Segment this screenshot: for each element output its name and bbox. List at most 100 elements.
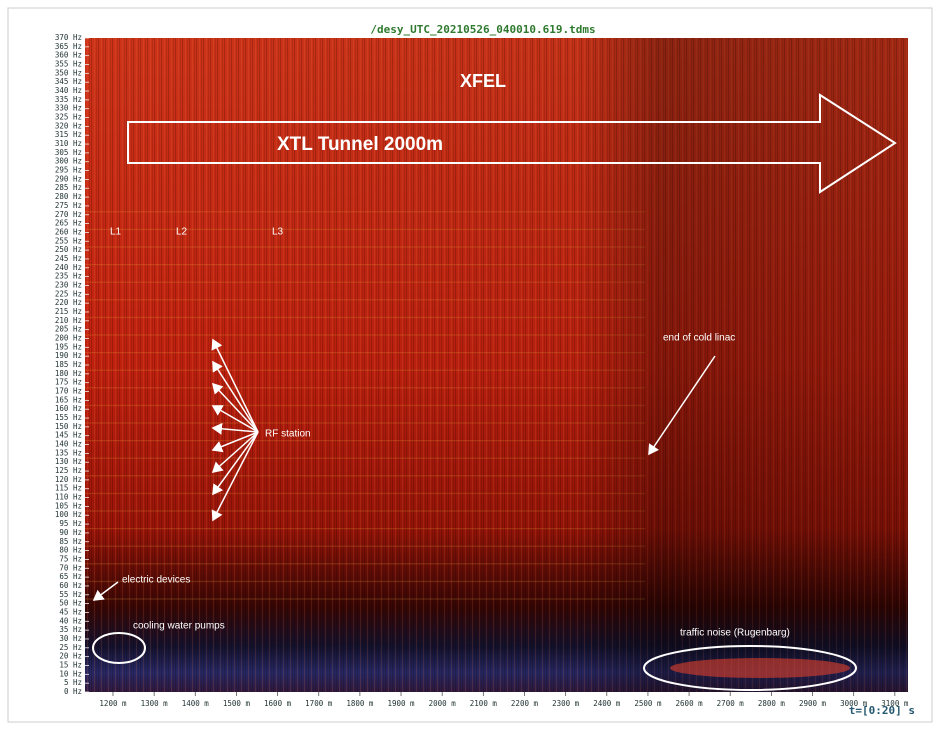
y-tick-label: 150 Hz [55,422,82,431]
y-tick-label: 300 Hz [55,157,82,166]
y-tick-label: 105 Hz [55,501,82,510]
y-tick-label: 325 Hz [55,113,82,122]
y-tick-label: 160 Hz [55,404,82,413]
y-tick-label: 355 Hz [55,60,82,69]
x-tick-label: 1200 m [99,699,127,708]
y-tick-label: 310 Hz [55,139,82,148]
y-tick-label: 90 Hz [59,528,82,537]
y-tick-label: 340 Hz [55,86,82,95]
arrow [212,431,259,496]
y-tick-label: 35 Hz [59,625,82,634]
y-tick-label: 370 Hz [55,33,82,42]
y-tick-label: 180 Hz [55,369,82,378]
y-tick-label: 285 Hz [55,183,82,192]
x-tick-label: 2900 m [799,699,827,708]
rf-arrows [92,338,716,601]
arrow [211,405,259,433]
y-tick-label: 70 Hz [59,563,82,572]
annotation: L2 [176,227,188,238]
y-tick-label: 250 Hz [55,245,82,254]
highlight-ellipse [92,632,146,664]
arrow [211,431,259,453]
y-tick-label: 270 Hz [55,210,82,219]
arrow [211,382,259,433]
y-tick-label: 230 Hz [55,280,82,289]
x-tick-label: 1300 m [141,699,169,708]
y-tick-label: 320 Hz [55,121,82,130]
arrow [211,431,259,522]
annotation: RF station [265,429,311,440]
y-tick-label: 55 Hz [59,590,82,599]
y-tick-label: 15 Hz [59,660,82,669]
x-tick-label: 2800 m [758,699,786,708]
x-tick-label: 2700 m [717,699,745,708]
y-tick-label: 335 Hz [55,95,82,104]
y-tick-label: 100 Hz [55,510,82,519]
x-tick-label: 2600 m [676,699,704,708]
annotation: end of cold linac [663,333,735,344]
x-tick-label: 2000 m [429,699,457,708]
y-tick-label: 125 Hz [55,466,82,475]
annotation: XTL Tunnel 2000m [277,134,443,155]
texture [670,658,850,678]
y-tick-label: 20 Hz [59,652,82,661]
chart-title: /desy_UTC_20210526_040010.619.tdms [370,23,595,36]
arrow [211,338,259,433]
y-tick-label: 305 Hz [55,148,82,157]
y-tick-label: 210 Hz [55,316,82,325]
y-tick-label: 165 Hz [55,395,82,404]
arrow [92,581,119,601]
x-tick-label: 2100 m [470,699,498,708]
y-tick-label: 225 Hz [55,289,82,298]
plot-area [85,38,908,692]
y-tick-label: 265 Hz [55,219,82,228]
y-tick-label: 315 Hz [55,130,82,139]
y-tick-label: 360 Hz [55,51,82,60]
annotation-shapes [92,93,897,691]
y-tick-label: 205 Hz [55,325,82,334]
y-tick-label: 175 Hz [55,378,82,387]
y-tick-label: 215 Hz [55,307,82,316]
y-tick-label: 135 Hz [55,448,82,457]
x-tick-label: 2200 m [511,699,539,708]
y-tick-label: 30 Hz [59,634,82,643]
x-tick-label: 2500 m [634,699,662,708]
y-tick-label: 365 Hz [55,42,82,51]
y-tick-label: 110 Hz [55,493,82,502]
arrow [211,422,259,435]
y-tick-label: 200 Hz [55,333,82,342]
y-tick-label: 330 Hz [55,104,82,113]
y-tick-label: 345 Hz [55,77,82,86]
annotation: L3 [272,227,284,238]
y-tick-label: 5 Hz [64,678,82,687]
y-tick-label: 25 Hz [59,643,82,652]
x-tick-label: 3100 m [881,699,909,708]
y-tick-label: 280 Hz [55,192,82,201]
highlight-ellipse [643,645,857,691]
x-tick-label: 2400 m [593,699,621,708]
y-tick-label: 195 Hz [55,342,82,351]
y-tick-label: 170 Hz [55,387,82,396]
y-tick-label: 0 Hz [64,687,82,696]
x-tick-label: 1800 m [346,699,374,708]
arrow [211,431,259,473]
y-tick-label: 350 Hz [55,68,82,77]
y-tick-label: 185 Hz [55,360,82,369]
y-tick-label: 130 Hz [55,457,82,466]
y-tick-label: 220 Hz [55,298,82,307]
x-tick-label: 1700 m [305,699,333,708]
y-tick-label: 240 Hz [55,263,82,272]
y-tick-label: 80 Hz [59,546,82,555]
x-tick-label: 1500 m [223,699,251,708]
y-tick-label: 245 Hz [55,254,82,263]
annotation: traffic noise (Rugenbarg) [680,628,790,639]
y-tick-label: 190 Hz [55,351,82,360]
y-tick-label: 145 Hz [55,431,82,440]
arrow [648,355,716,456]
y-tick-label: 295 Hz [55,166,82,175]
y-tick-label: 235 Hz [55,272,82,281]
y-tick-label: 65 Hz [59,572,82,581]
y-tick-label: 155 Hz [55,413,82,422]
y-tick-label: 60 Hz [59,581,82,590]
